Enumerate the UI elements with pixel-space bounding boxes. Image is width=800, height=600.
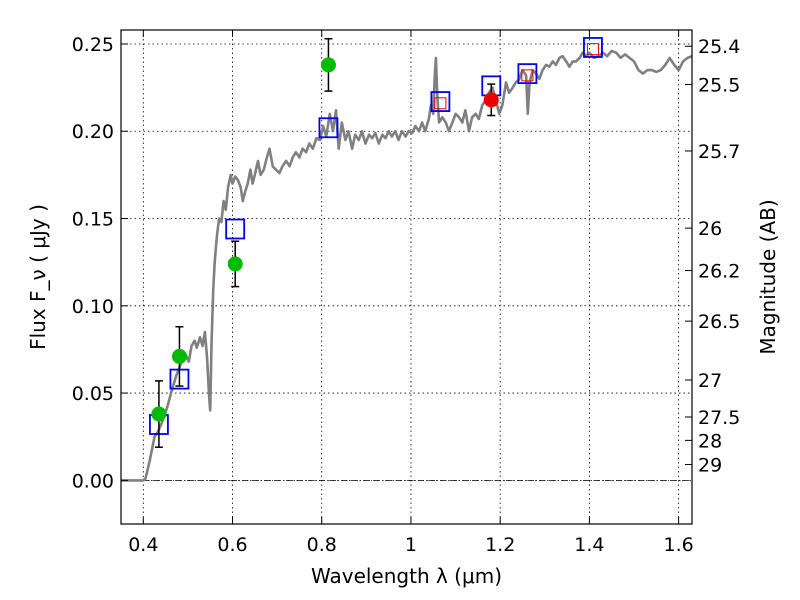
- y-tick-label: 0.20: [72, 121, 114, 143]
- right-tick-label: 28: [698, 430, 722, 452]
- right-tick-label: 26: [698, 218, 722, 240]
- x-tick-label: 0.4: [128, 534, 158, 556]
- upper-limit-marker: [586, 43, 599, 56]
- right-tick-label: 27: [698, 370, 722, 392]
- model-square-marker: [225, 218, 246, 240]
- x-tick-label: 1.4: [574, 534, 604, 556]
- data-point-marker: [483, 92, 499, 108]
- plot-frame: [120, 29, 693, 525]
- y-tick-label: 0.05: [72, 383, 114, 405]
- y-tick-label: 0.00: [72, 470, 114, 492]
- model-square-marker: [517, 63, 538, 85]
- x-tick-label: 1.2: [485, 534, 515, 556]
- x-axis-title: Wavelength λ (μm): [311, 564, 502, 588]
- model-square-marker: [583, 37, 603, 58]
- data-point-marker: [171, 348, 187, 364]
- data-point-marker: [227, 256, 243, 272]
- y-tick-label: 0.15: [72, 209, 114, 231]
- detection-point: [151, 380, 167, 448]
- right-tick-label: 25.4: [698, 36, 740, 58]
- upper-limit-marker: [434, 97, 447, 110]
- right-tick-label: 25.7: [698, 141, 740, 163]
- right-tick-label: 26.5: [698, 311, 740, 333]
- x-tick-label: 1: [405, 534, 417, 556]
- y-axis-title-right: Magnitude (AB): [756, 199, 780, 354]
- detection-point: [320, 37, 336, 92]
- detection-point: [227, 240, 243, 288]
- y-axis-title-left: Flux F_ν ( μJy ): [26, 204, 50, 350]
- right-tick-label: 29: [698, 454, 722, 476]
- x-tick-label: 0.8: [307, 534, 337, 556]
- data-point-marker: [151, 406, 167, 422]
- grid: [121, 30, 692, 524]
- right-tick-label: 26.2: [698, 261, 740, 283]
- data-point-marker: [320, 57, 336, 73]
- x-tick-label: 1.6: [664, 534, 694, 556]
- detection-point: [171, 325, 187, 387]
- ticks: 0.4 0.6 0.8 1 1.2 1.4 1.6 0.00 0.05 0.10 0.15 0.20 0…: [72, 30, 740, 556]
- right-tick-label: 27.5: [698, 407, 740, 429]
- model-square-marker: [318, 117, 339, 139]
- model-square-marker: [430, 91, 451, 112]
- right-tick-label: 25.5: [698, 74, 740, 96]
- model-sed-line: [121, 49, 693, 482]
- upper-limit-marker: [521, 69, 534, 82]
- y-tick-label: 0.25: [72, 34, 114, 56]
- detection-point: [483, 83, 499, 117]
- x-tick-label: 0.6: [217, 534, 247, 556]
- series-layer: [121, 37, 693, 482]
- y-tick-label: 0.10: [72, 296, 114, 318]
